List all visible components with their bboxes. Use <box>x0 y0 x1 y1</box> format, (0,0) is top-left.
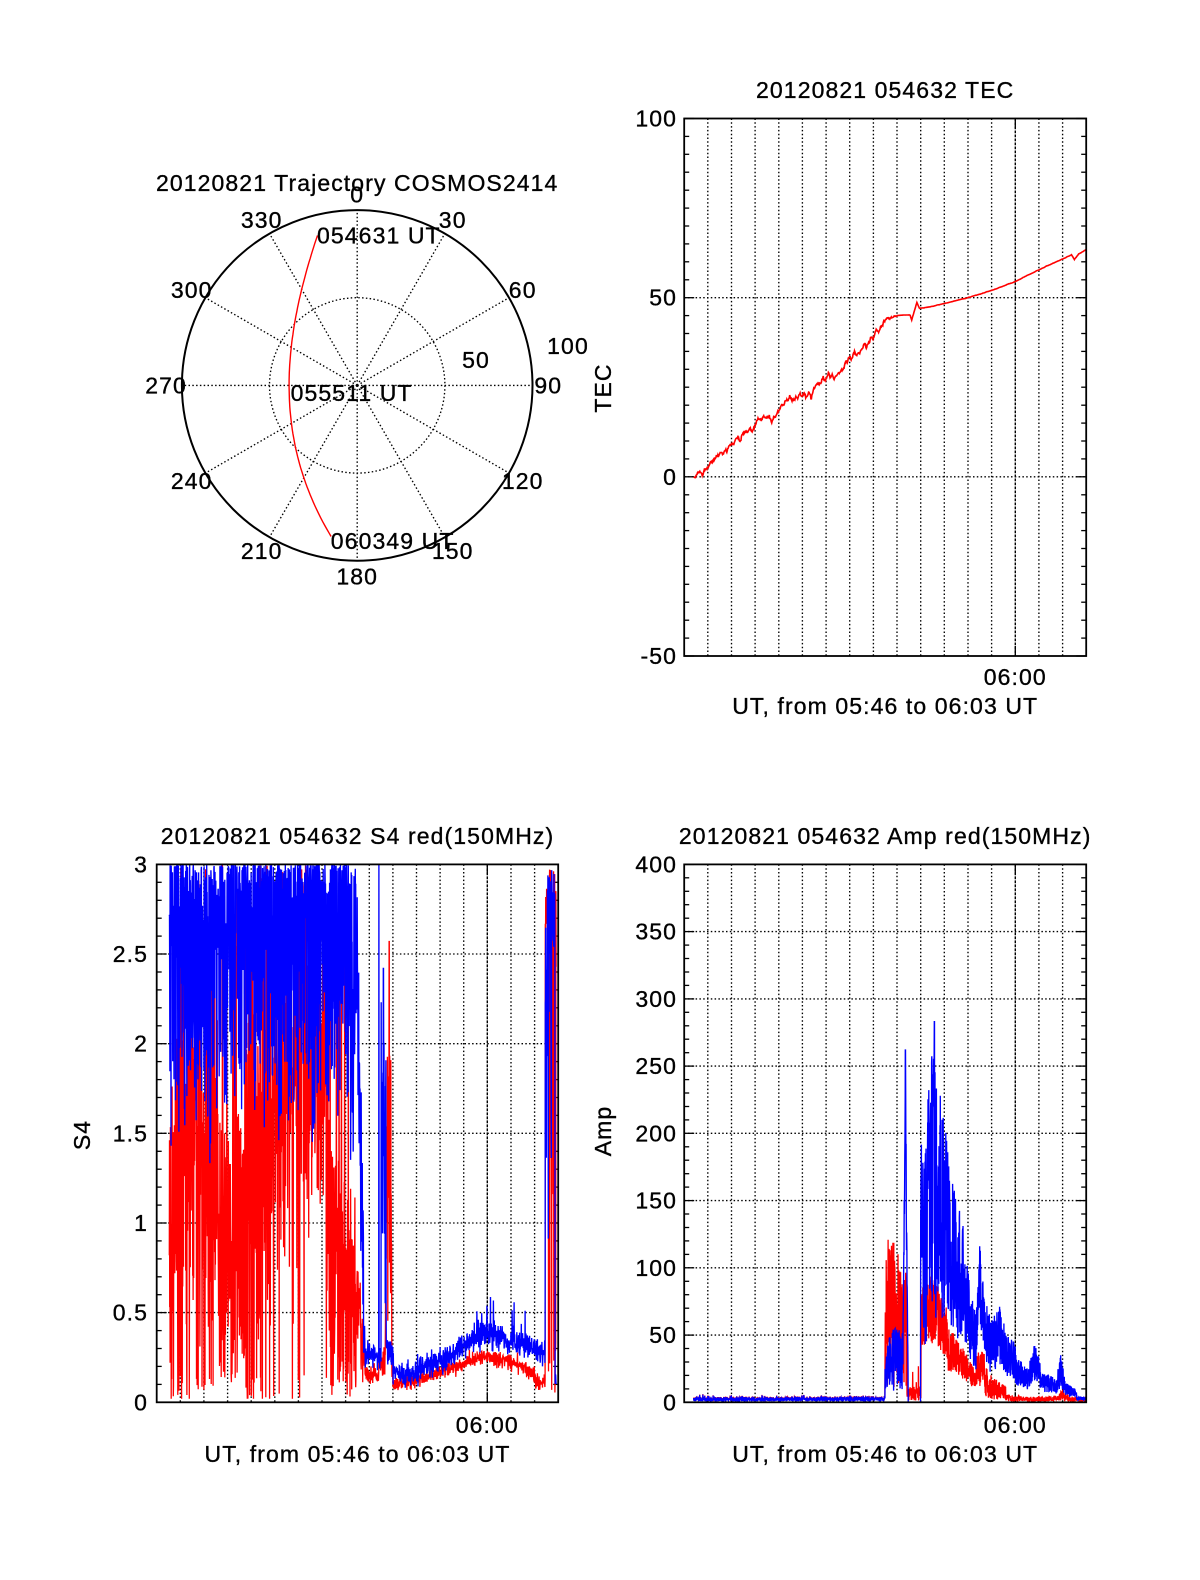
svg-text:180: 180 <box>336 564 378 590</box>
svg-text:3: 3 <box>134 851 148 877</box>
svg-text:Amp: Amp <box>590 1106 616 1157</box>
svg-text:250: 250 <box>635 1053 677 1079</box>
svg-text:055511 UT: 055511 UT <box>291 380 413 406</box>
svg-text:30: 30 <box>439 207 467 233</box>
svg-text:50: 50 <box>649 285 677 311</box>
svg-text:300: 300 <box>635 986 677 1012</box>
svg-text:120: 120 <box>502 468 544 494</box>
svg-text:150: 150 <box>635 1188 677 1214</box>
svg-text:50: 50 <box>649 1322 677 1348</box>
svg-text:20120821 Trajectory COSMOS2414: 20120821 Trajectory COSMOS2414 <box>156 170 558 196</box>
svg-text:330: 330 <box>241 207 283 233</box>
svg-text:2: 2 <box>134 1031 148 1057</box>
svg-text:0: 0 <box>134 1389 148 1415</box>
svg-text:400: 400 <box>635 851 677 877</box>
svg-text:054631 UT: 054631 UT <box>317 223 441 249</box>
svg-text:350: 350 <box>635 919 677 945</box>
svg-text:06:00: 06:00 <box>984 1412 1047 1438</box>
svg-text:S4: S4 <box>69 1120 95 1150</box>
svg-text:240: 240 <box>171 468 213 494</box>
svg-text:0: 0 <box>663 464 677 490</box>
svg-text:UT, from 05:46 to 06:03 UT: UT, from 05:46 to 06:03 UT <box>204 1441 510 1467</box>
svg-text:20120821 054632 TEC: 20120821 054632 TEC <box>756 77 1014 103</box>
svg-text:1.5: 1.5 <box>113 1120 148 1146</box>
svg-text:1: 1 <box>134 1210 148 1236</box>
svg-text:100: 100 <box>635 106 677 132</box>
svg-text:90: 90 <box>534 372 562 398</box>
svg-text:-50: -50 <box>640 643 677 669</box>
svg-text:TEC: TEC <box>590 363 616 412</box>
svg-text:270: 270 <box>145 372 187 398</box>
svg-text:06:00: 06:00 <box>984 664 1047 690</box>
svg-text:2.5: 2.5 <box>113 941 148 967</box>
svg-text:100: 100 <box>635 1255 677 1281</box>
svg-text:100: 100 <box>547 333 589 359</box>
svg-text:060349 UT: 060349 UT <box>331 528 455 554</box>
svg-text:UT, from 05:46 to 06:03 UT: UT, from 05:46 to 06:03 UT <box>732 1441 1038 1467</box>
svg-text:06:00: 06:00 <box>456 1412 519 1438</box>
svg-text:0: 0 <box>663 1389 677 1415</box>
svg-text:60: 60 <box>509 277 537 303</box>
svg-text:50: 50 <box>462 347 490 373</box>
svg-text:200: 200 <box>635 1120 677 1146</box>
svg-text:20120821 054632 Amp red(150MHz: 20120821 054632 Amp red(150MHz) <box>679 823 1092 849</box>
svg-text:150: 150 <box>432 538 474 564</box>
svg-text:UT, from 05:46 to 06:03 UT: UT, from 05:46 to 06:03 UT <box>732 693 1038 719</box>
svg-text:0: 0 <box>350 181 364 207</box>
svg-text:20120821 054632 S4 red(150MHz): 20120821 054632 S4 red(150MHz) <box>161 823 555 849</box>
svg-text:210: 210 <box>241 538 283 564</box>
svg-text:0.5: 0.5 <box>113 1300 148 1326</box>
svg-text:300: 300 <box>171 277 213 303</box>
